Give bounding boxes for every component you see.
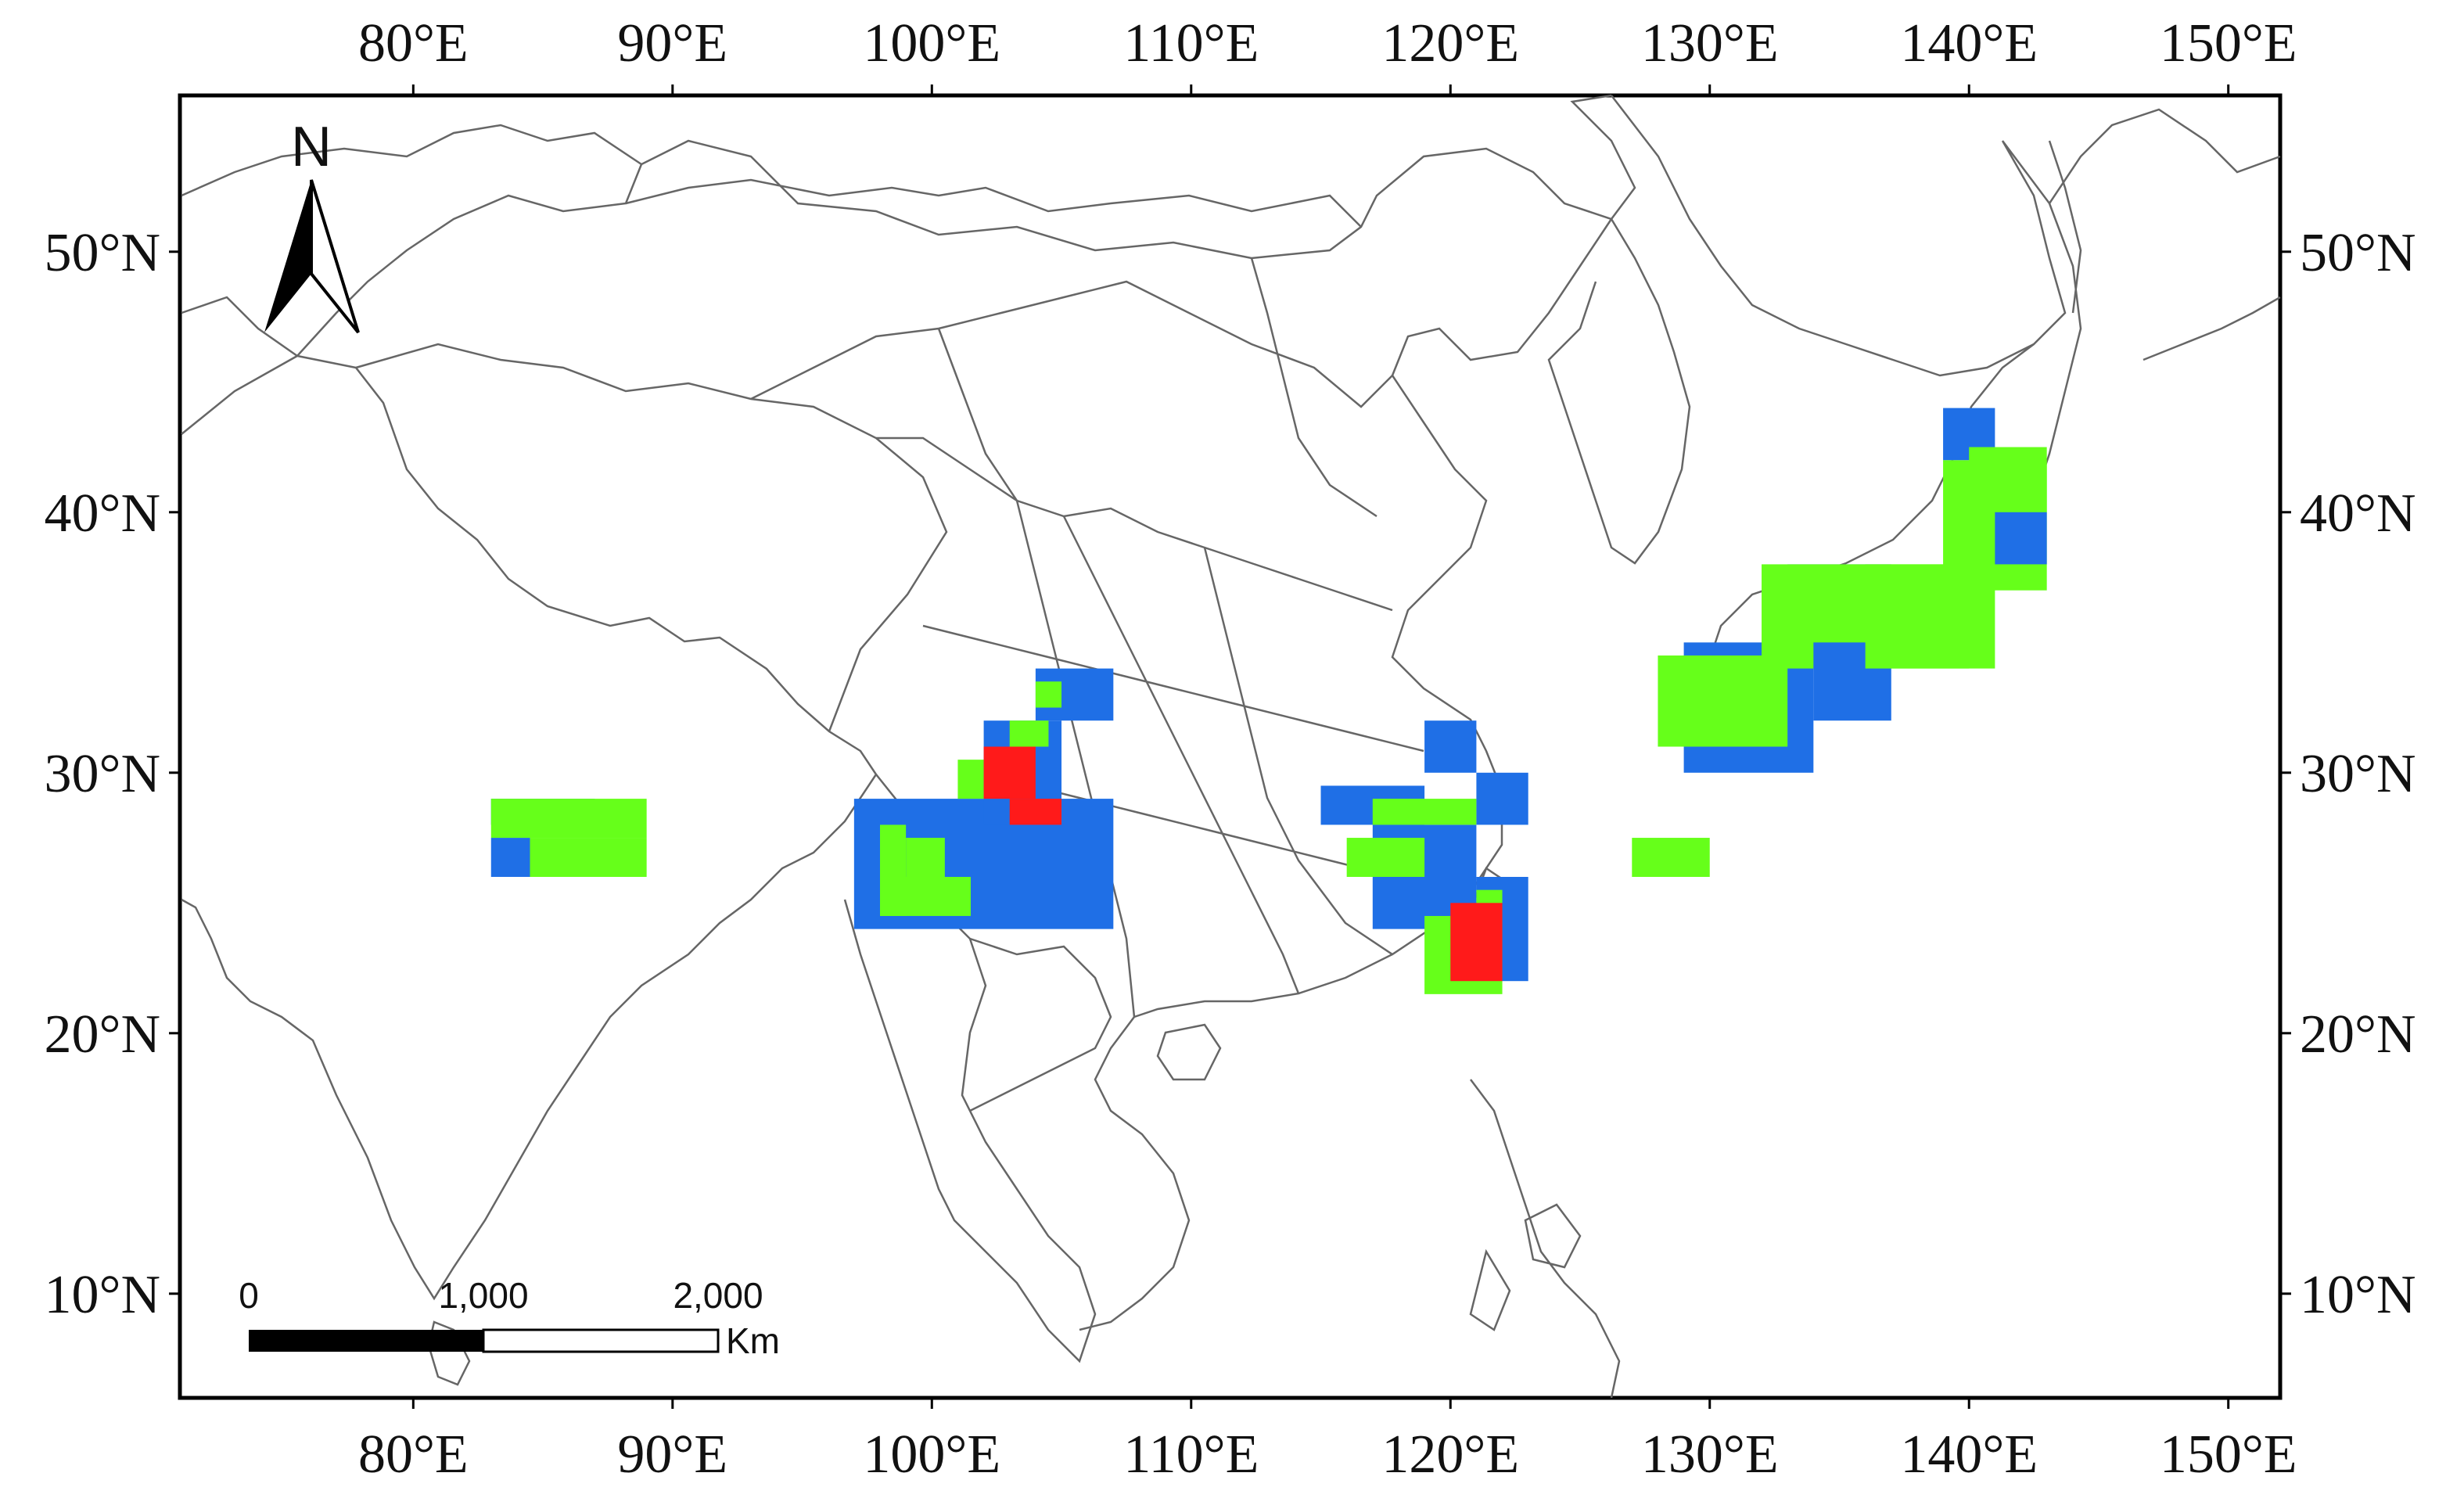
lon-tick-label-bottom: 140°E (1900, 1424, 2038, 1485)
scale-bar-black-segment (249, 1330, 483, 1352)
grid-cell-red (983, 746, 1036, 799)
lon-tick-label-bottom: 120°E (1381, 1424, 1519, 1485)
lat-tick-label-left: 10°N (44, 1265, 160, 1325)
lat-tick-label-left: 50°N (44, 223, 160, 283)
china-east-coast (1133, 218, 1613, 1018)
latitude-ticks-right: 50°N 40°N 30°N 20°N 10°N (2280, 223, 2416, 1325)
grid-cell-blue (490, 838, 530, 877)
grid-cell-blue (1995, 512, 2047, 565)
lon-tick-label-top: 140°E (1900, 13, 2038, 74)
grid-cell-green (906, 838, 945, 877)
philippines-outline (1469, 1079, 1621, 1399)
longitude-ticks-top: 80°E 90°E 100°E 110°E 120°E 130°E 140°E 150°E (358, 13, 2297, 95)
grid-cell-green (1632, 838, 1710, 877)
mongolia-border (625, 178, 1362, 228)
kuril-islands (2143, 296, 2281, 361)
north-arrow: N (264, 116, 360, 334)
lon-tick-label-top: 80°E (358, 13, 469, 74)
grid-cell-green (1346, 838, 1425, 877)
china-north-border (296, 94, 1636, 357)
russia-far-east-coast (1611, 95, 2281, 377)
region-southeast-coast-taiwan (1320, 720, 1710, 994)
grid-cell-green (957, 760, 984, 799)
kazakh-border (181, 124, 642, 197)
lon-tick-label-top: 150°E (2160, 13, 2297, 74)
grid-cell-blue (1476, 772, 1528, 825)
grid-cell-green (880, 877, 972, 916)
grid-cell-green (490, 799, 647, 839)
scale-bar-white-segment (482, 1328, 720, 1353)
lon-tick-label-bottom: 90°E (617, 1424, 727, 1485)
scale-unit: Km (726, 1320, 780, 1361)
grid-cell-red (1009, 799, 1062, 825)
region-himalaya-nepal (490, 799, 647, 877)
korea-border (1547, 218, 1691, 565)
lat-tick-label-left: 20°N (44, 1004, 160, 1065)
north-arrow-right (310, 179, 360, 334)
lon-tick-label-bottom: 150°E (2160, 1424, 2297, 1485)
region-hengduan-southwest (853, 668, 1114, 929)
china-provinces (750, 257, 1456, 1018)
india-border (181, 354, 878, 1301)
lat-tick-label-right: 40°N (2300, 483, 2416, 544)
longitude-ticks-bottom: 80°E 90°E 100°E 110°E 120°E 130°E 140°E 150°E (358, 1398, 2297, 1485)
lat-tick-label-right: 50°N (2300, 223, 2416, 283)
grid-cell-green (1009, 720, 1049, 747)
scale-label-2000: 2,000 (673, 1275, 763, 1316)
lon-tick-label-top: 130°E (1641, 13, 1779, 74)
lat-tick-label-right: 30°N (2300, 744, 2416, 804)
hainan-outline (1156, 1023, 1222, 1081)
lon-tick-label-bottom: 110°E (1123, 1424, 1259, 1485)
himalaya-border (355, 343, 948, 732)
grid-cell-red (1450, 903, 1503, 982)
lon-tick-label-top: 120°E (1381, 13, 1519, 74)
grid-cell-green (1658, 655, 1788, 747)
grid-cell-green (1035, 681, 1062, 708)
scale-label-0: 0 (239, 1275, 259, 1316)
scale-bar: 0 1,000 2,000 Km (239, 1275, 780, 1361)
lat-tick-label-left: 40°N (44, 483, 160, 544)
lon-tick-label-top: 100°E (863, 13, 1000, 74)
sakhalin-outline (2048, 140, 2082, 314)
map-frame-group (178, 93, 2283, 1400)
scale-label-1000: 1,000 (438, 1275, 528, 1316)
lon-tick-label-bottom: 100°E (863, 1424, 1000, 1485)
grid-cell-green (530, 838, 647, 877)
lon-tick-label-bottom: 130°E (1641, 1424, 1779, 1485)
north-arrow-left (264, 180, 311, 332)
thailand-border (969, 937, 1112, 1112)
distribution-cells (490, 408, 2047, 994)
lon-tick-label-bottom: 80°E (358, 1424, 469, 1485)
lat-tick-label-left: 30°N (44, 744, 160, 804)
central-asia-border (181, 296, 298, 357)
lon-tick-label-top: 110°E (1123, 13, 1259, 74)
region-japan-korea (1658, 408, 2047, 773)
country-borders (181, 94, 2281, 1399)
grid-cell-blue (1424, 720, 1477, 773)
vietnam-coast (1079, 1016, 1191, 1331)
grid-cell-green (1372, 799, 1477, 825)
lat-tick-label-right: 20°N (2300, 1004, 2416, 1065)
north-arrow-label: N (291, 116, 332, 178)
map-frame (178, 93, 2283, 1400)
lon-tick-label-top: 90°E (617, 13, 727, 74)
latitude-ticks-left: 50°N 40°N 30°N 20°N 10°N (44, 223, 180, 1325)
lat-tick-label-right: 10°N (2300, 1265, 2416, 1325)
grid-cell-green (1969, 447, 2047, 512)
